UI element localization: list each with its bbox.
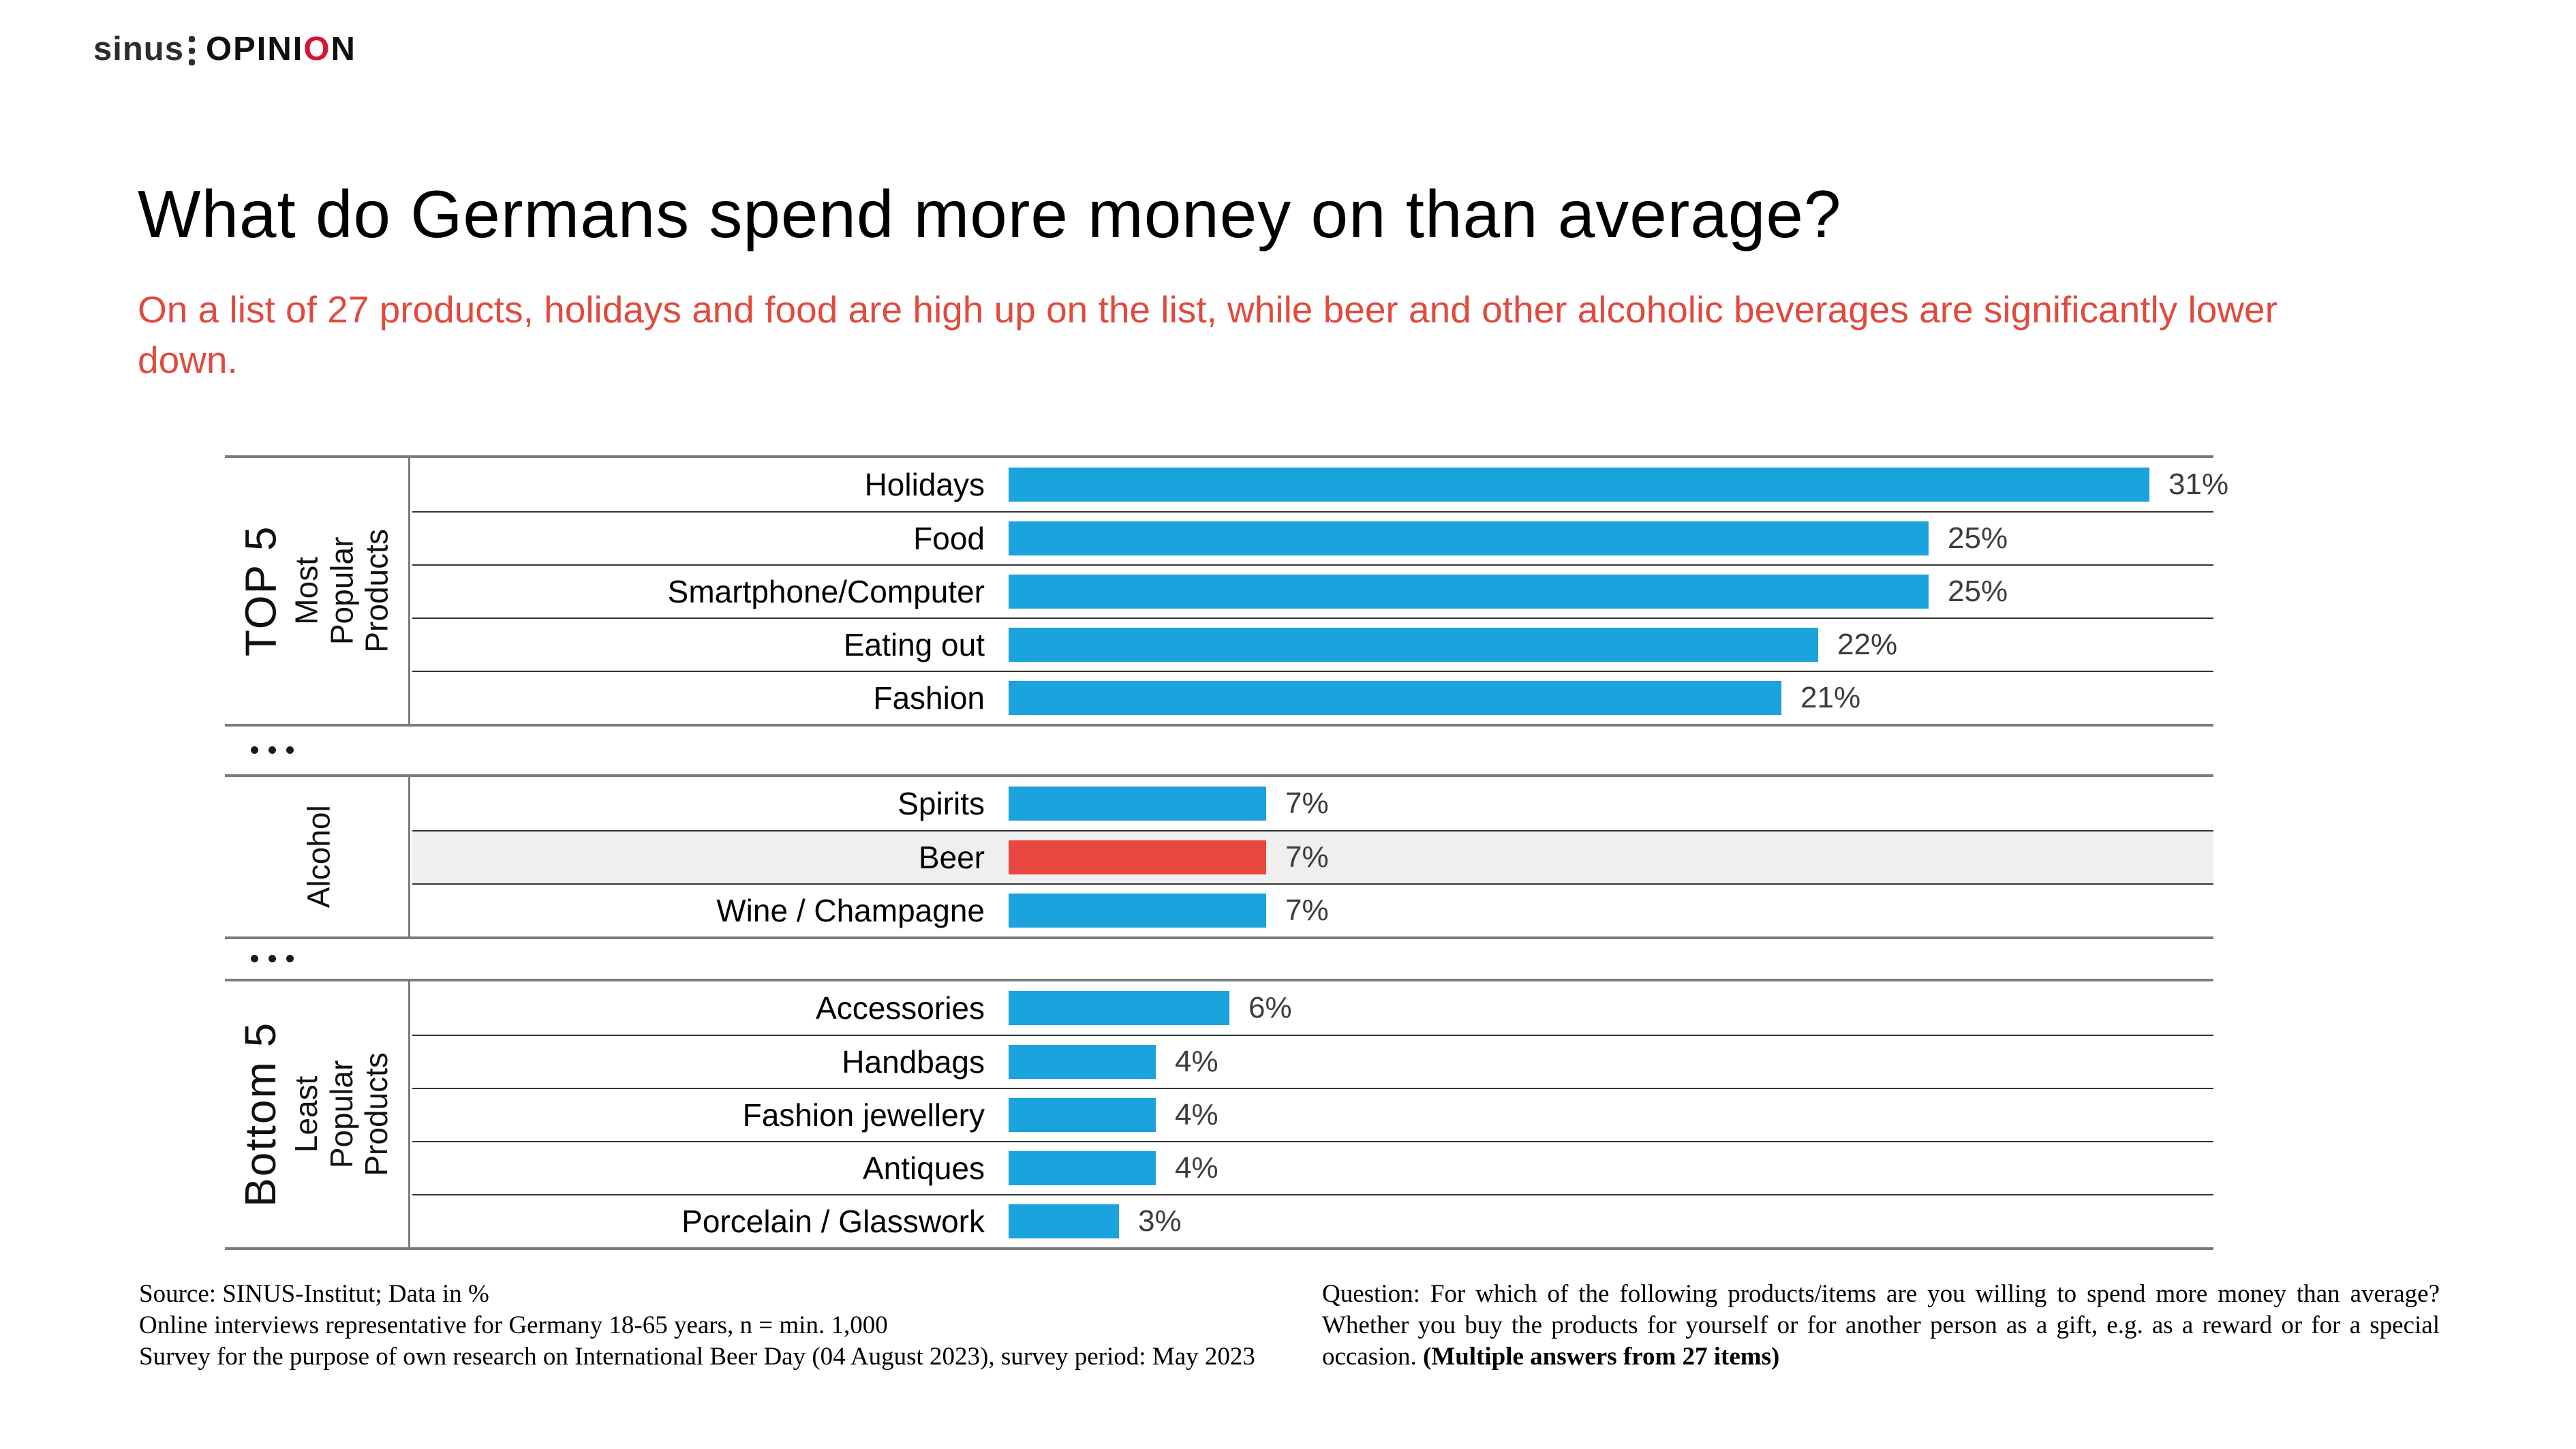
bar-spirits <box>1009 787 1266 821</box>
chart-group-bottom5: Bottom 5 Least Popular Products Accessor… <box>225 979 2213 1250</box>
row-label: Wine / Champagne <box>716 893 985 928</box>
group-rows: Accessories 6% Handbags 4% Fashion jewel… <box>412 981 2213 1247</box>
bar-beer <box>1009 840 1266 874</box>
source-line: Survey for the purpose of own research o… <box>139 1343 1255 1371</box>
bar-holidays <box>1009 468 2149 502</box>
logo-tricolon-icon <box>188 35 195 65</box>
bar-chart: TOP 5 Most Popular Products Holidays 31%… <box>225 455 2229 1250</box>
logo-opinion-red-o: O <box>303 31 331 67</box>
group-subtitle: Most Popular Products <box>288 529 395 653</box>
group-subtitle: Least Popular Products <box>288 1052 395 1176</box>
bar-food <box>1009 521 1929 555</box>
source-line: Online interviews representative for Ger… <box>139 1311 888 1339</box>
chart-group-alcohol: Alcohol Spirits 7% Beer 7% Wine / Champa… <box>225 774 2213 939</box>
question-text: Question: For which of the following pro… <box>1322 1280 2440 1371</box>
bar-row-antiques: Antiques 4% <box>412 1141 2213 1194</box>
bar-row-wine-champagne: Wine / Champagne 7% <box>412 883 2213 936</box>
question-bold-text: (Multiple answers from 27 items) <box>1422 1343 1780 1371</box>
ellipsis-icon <box>251 746 294 754</box>
bar-eating-out <box>1009 628 1818 662</box>
value-label: 25% <box>1948 575 2008 608</box>
value-label: 4% <box>1175 1045 1218 1078</box>
chart-group-top5: TOP 5 Most Popular Products Holidays 31%… <box>225 455 2229 727</box>
page-subtitle: On a list of 27 products, holidays and f… <box>138 288 2278 381</box>
row-label: Beer <box>918 840 985 875</box>
bar-row-food: Food 25% <box>412 511 2213 564</box>
bar-smartphone-computer <box>1009 575 1929 609</box>
bar-wine-champagne <box>1009 894 1266 928</box>
row-label: Holidays <box>864 467 985 502</box>
row-label: Antiques <box>862 1150 985 1186</box>
ellipsis-icon <box>251 955 294 962</box>
row-label: Eating out <box>843 627 985 662</box>
value-label: 3% <box>1138 1204 1182 1238</box>
value-label: 21% <box>1800 681 1861 714</box>
logo-opinion-pre: OPINI <box>205 31 304 67</box>
value-label: 7% <box>1285 894 1329 927</box>
value-label: 31% <box>2168 468 2229 501</box>
question-note: Question: For which of the following pro… <box>1322 1279 2440 1373</box>
row-label: Food <box>913 521 985 556</box>
row-label: Handbags <box>842 1044 985 1080</box>
bar-fashion <box>1009 681 1781 715</box>
logo-opinion-post: N <box>331 31 356 67</box>
value-label: 4% <box>1175 1098 1218 1131</box>
bar-row-eating-out: Eating out 22% <box>412 617 2213 671</box>
group-label-top5: TOP 5 Most Popular Products <box>225 458 410 724</box>
value-label: 7% <box>1285 787 1329 820</box>
value-label: 7% <box>1285 840 1329 874</box>
logo-product-text: OPINION <box>206 30 356 68</box>
row-label: Fashion <box>873 680 985 716</box>
group-title: TOP 5 <box>236 525 286 657</box>
source-line: Source: SINUS-Institut; Data in % <box>139 1280 489 1308</box>
group-rows: Holidays 31% Food 25% Smartphone/Compute… <box>412 458 2229 724</box>
group-subtitle: Alcohol <box>301 805 337 909</box>
bar-accessories <box>1009 991 1229 1025</box>
bar-row-spirits: Spirits 7% <box>412 777 2213 830</box>
brand-logo: sinus OPINION <box>93 30 356 68</box>
bar-row-porcelain-glasswork: Porcelain / Glasswork 3% <box>412 1194 2213 1247</box>
value-label: 6% <box>1248 991 1292 1024</box>
value-label: 4% <box>1175 1151 1218 1185</box>
group-rows: Spirits 7% Beer 7% Wine / Champagne 7% <box>412 777 2213 936</box>
bar-row-accessories: Accessories 6% <box>412 981 2213 1035</box>
group-label-alcohol: Alcohol <box>225 777 410 936</box>
bar-fashion-jewellery <box>1009 1098 1156 1132</box>
row-label: Smartphone/Computer <box>667 574 985 609</box>
bar-row-beer-highlighted: Beer 7% <box>412 830 2213 883</box>
value-label: 22% <box>1837 628 1898 661</box>
bar-row-fashion-jewellery: Fashion jewellery 4% <box>412 1088 2213 1141</box>
bar-row-handbags: Handbags 4% <box>412 1035 2213 1088</box>
logo-brand-text: sinus <box>93 31 184 67</box>
row-label: Fashion jewellery <box>742 1097 985 1133</box>
row-label: Accessories <box>816 990 985 1026</box>
value-label: 25% <box>1948 521 2008 555</box>
row-label: Porcelain / Glasswork <box>681 1204 985 1239</box>
bar-row-fashion: Fashion 21% <box>412 671 2213 724</box>
source-note: Source: SINUS-Institut; Data in % Online… <box>139 1279 1284 1373</box>
bar-row-holidays: Holidays 31% <box>412 458 2229 511</box>
group-label-bottom5: Bottom 5 Least Popular Products <box>225 981 410 1247</box>
group-title: Bottom 5 <box>236 1021 286 1208</box>
bar-row-smartphone-computer: Smartphone/Computer 25% <box>412 564 2213 617</box>
bar-handbags <box>1009 1045 1156 1079</box>
bar-porcelain-glasswork <box>1009 1204 1119 1238</box>
row-label: Spirits <box>898 786 985 821</box>
bar-antiques <box>1009 1151 1156 1185</box>
page-title: What do Germans spend more money on than… <box>138 176 1842 251</box>
